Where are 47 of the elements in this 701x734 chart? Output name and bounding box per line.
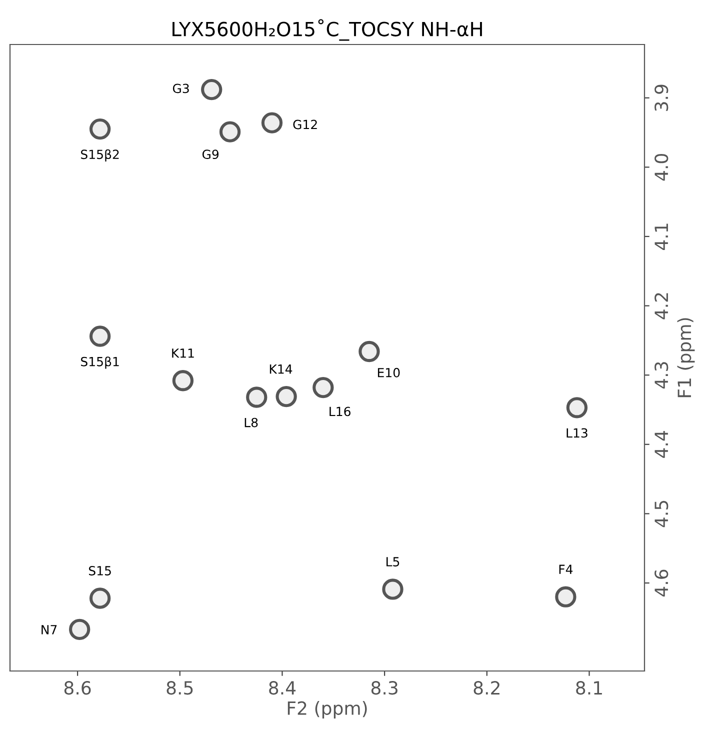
x-tick-label: 8.1 <box>576 681 602 695</box>
annotation: G12 <box>293 120 317 130</box>
point <box>246 386 268 408</box>
y-tick-label: 4.3 <box>654 362 668 389</box>
annotation: N7 <box>42 625 57 634</box>
y-tick-label: 3.9 <box>654 84 668 111</box>
point <box>261 112 283 134</box>
x-tick-label: 8.3 <box>371 681 398 695</box>
annotation: L13 <box>566 428 588 438</box>
x-tick-label: 8.5 <box>166 681 193 695</box>
point <box>219 121 241 142</box>
x-tick-label: 8.2 <box>474 681 500 695</box>
y-tick-label: 4.2 <box>654 293 668 320</box>
point <box>201 78 222 100</box>
x-tick-label: 8.6 <box>64 681 91 695</box>
annotation: F4 <box>559 564 573 574</box>
y-axis-title: F1 (ppm) <box>677 318 695 398</box>
point <box>172 370 194 392</box>
point <box>566 397 588 418</box>
point <box>358 340 380 362</box>
y-tick-label: 4.1 <box>654 224 668 250</box>
annotation: G9 <box>202 150 219 160</box>
x-axis-title: F2 (ppm) <box>288 700 367 718</box>
y-tick-label: 4.0 <box>654 154 668 181</box>
annotation: L8 <box>244 418 258 428</box>
y-tick-label: 4.4 <box>654 431 668 458</box>
annotation: L5 <box>386 557 400 566</box>
annotation: S15β1 <box>80 356 119 369</box>
annotation: S15β2 <box>80 149 119 162</box>
point <box>276 386 297 408</box>
point <box>69 618 90 640</box>
annotation: G3 <box>172 84 189 94</box>
annotation: S15 <box>88 566 111 576</box>
point <box>382 578 404 600</box>
chart-title: LYX5600H₂O15˚C_TOCSY NH-αH <box>172 19 482 41</box>
annotation: L16 <box>330 406 350 416</box>
y-tick-label: 4.6 <box>654 570 668 596</box>
point <box>89 588 111 609</box>
point <box>89 118 111 140</box>
point <box>89 326 111 347</box>
annotation: E10 <box>378 368 400 378</box>
point <box>312 376 334 398</box>
x-tick-label: 8.4 <box>269 681 296 695</box>
y-tick-label: 4.5 <box>654 500 668 528</box>
annotation: K11 <box>172 348 194 358</box>
annotation: K14 <box>270 364 292 374</box>
point <box>555 586 576 608</box>
